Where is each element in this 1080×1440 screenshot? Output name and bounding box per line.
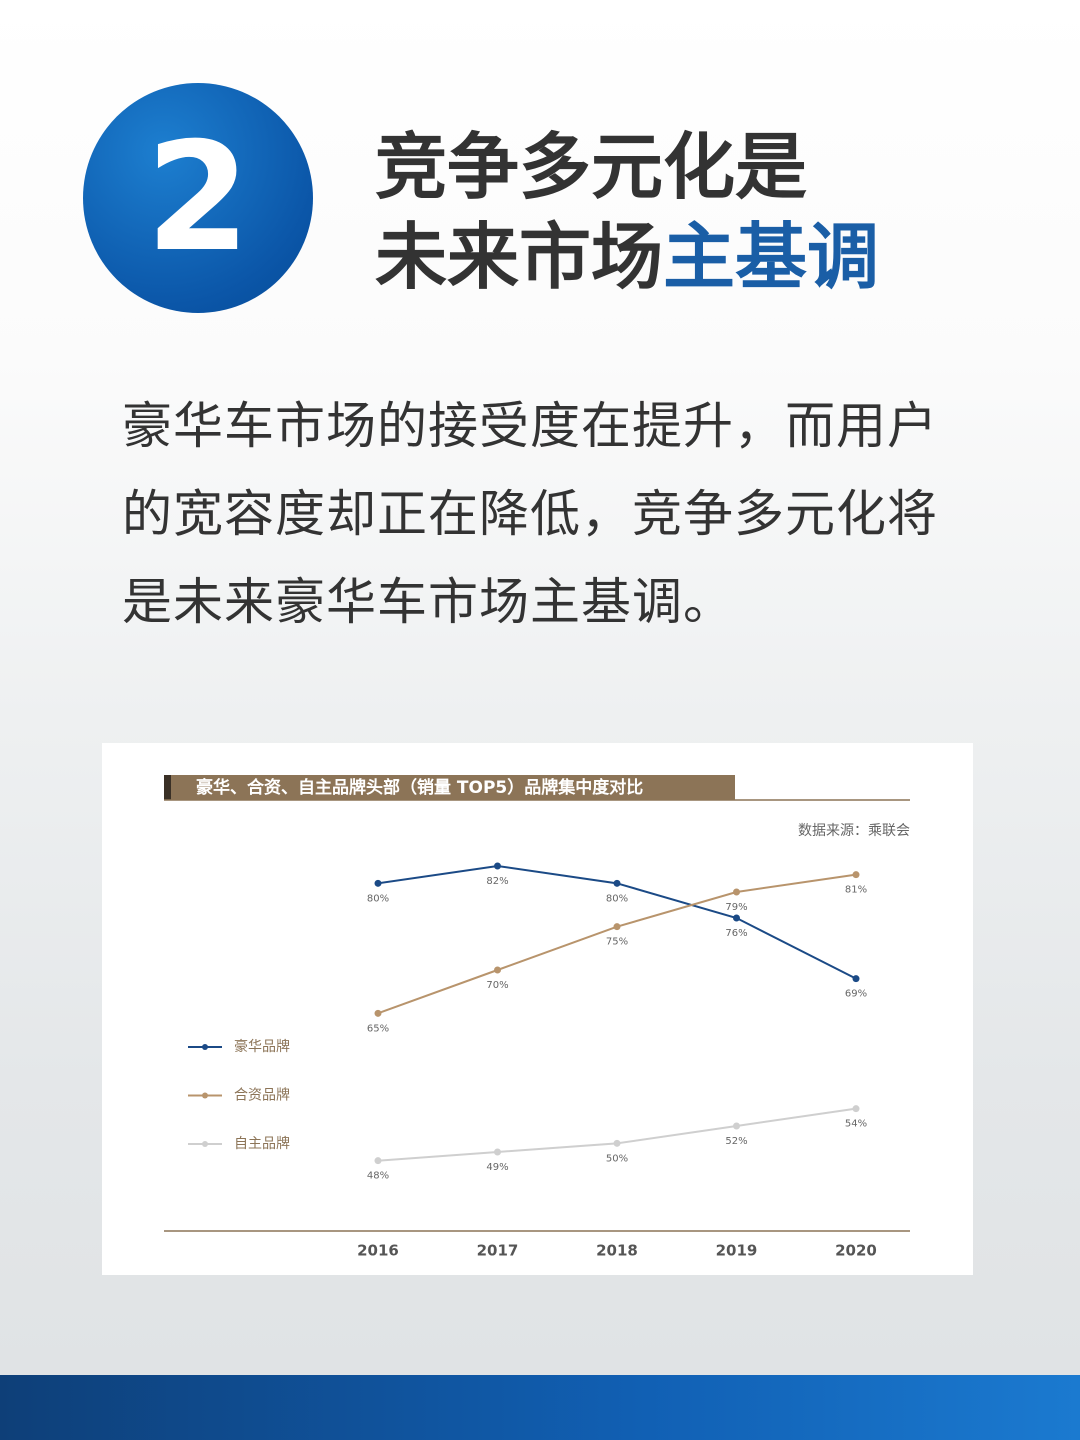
data-label: 82% bbox=[486, 876, 508, 887]
data-point bbox=[374, 1157, 382, 1165]
data-point bbox=[852, 871, 860, 879]
legend-label: 合资品牌 bbox=[234, 1087, 290, 1104]
data-point bbox=[733, 914, 740, 922]
legend-label: 豪华品牌 bbox=[234, 1038, 290, 1055]
data-label: 49% bbox=[486, 1162, 508, 1173]
data-label: 50% bbox=[606, 1153, 628, 1164]
legend-label: 自主品牌 bbox=[234, 1135, 290, 1152]
footer-band bbox=[0, 1375, 1080, 1440]
title-bar bbox=[164, 775, 735, 800]
data-label: 70% bbox=[486, 980, 508, 991]
heading-text: 未来市场 bbox=[375, 215, 664, 299]
data-point bbox=[494, 862, 501, 870]
data-label: 76% bbox=[725, 928, 747, 939]
data-label: 65% bbox=[367, 1023, 389, 1034]
x-tick-label: 2016 bbox=[357, 1242, 399, 1260]
data-label: 79% bbox=[725, 902, 747, 913]
data-point bbox=[852, 975, 860, 983]
data-label: 52% bbox=[725, 1136, 747, 1147]
paragraph: 豪华车市场的接受度在提升，而用户的宽容度却正在降低，竞争多元化将是未来豪华车市场… bbox=[122, 397, 938, 631]
x-tick-label: 2018 bbox=[596, 1242, 638, 1260]
x-tick-label: 2020 bbox=[835, 1242, 877, 1260]
data-point bbox=[494, 966, 501, 974]
x-tick-label: 2017 bbox=[477, 1242, 519, 1260]
title-mark bbox=[164, 775, 171, 800]
data-label: 81% bbox=[845, 885, 867, 896]
heading: 竞争多元化是 未来市场主基调 bbox=[375, 122, 879, 302]
chart-source: 数据来源：乘联会 bbox=[798, 823, 910, 839]
legend-marker bbox=[202, 1141, 208, 1147]
data-point bbox=[852, 1105, 860, 1113]
data-point bbox=[613, 1139, 621, 1147]
data-point bbox=[733, 1122, 740, 1130]
x-tick-label: 2019 bbox=[716, 1242, 758, 1260]
chart-title: 豪华、合资、自主品牌头部（销量 TOP5）品牌集中度对比 bbox=[196, 777, 643, 798]
data-point bbox=[613, 879, 621, 887]
data-label: 75% bbox=[606, 937, 628, 948]
data-label: 69% bbox=[845, 989, 867, 1000]
data-point bbox=[374, 879, 382, 887]
data-label: 54% bbox=[845, 1119, 867, 1130]
heading-highlight: 主基调 bbox=[663, 215, 880, 299]
data-point bbox=[613, 923, 621, 931]
heading-line: 未来市场主基调 bbox=[375, 212, 879, 302]
data-point bbox=[374, 1009, 382, 1017]
section-number: 2 bbox=[83, 83, 313, 313]
data-label: 80% bbox=[606, 893, 628, 904]
heading-line: 竞争多元化是 bbox=[375, 125, 808, 209]
legend-marker bbox=[202, 1044, 208, 1050]
data-point bbox=[494, 1148, 501, 1156]
chart: 豪华、合资、自主品牌头部（销量 TOP5）品牌集中度对比 数据来源：乘联会 20… bbox=[102, 743, 973, 1275]
data-label: 80% bbox=[367, 893, 389, 904]
chart-card bbox=[102, 743, 973, 1275]
data-point bbox=[733, 888, 740, 896]
legend-marker bbox=[202, 1092, 208, 1099]
data-label: 48% bbox=[367, 1171, 389, 1182]
